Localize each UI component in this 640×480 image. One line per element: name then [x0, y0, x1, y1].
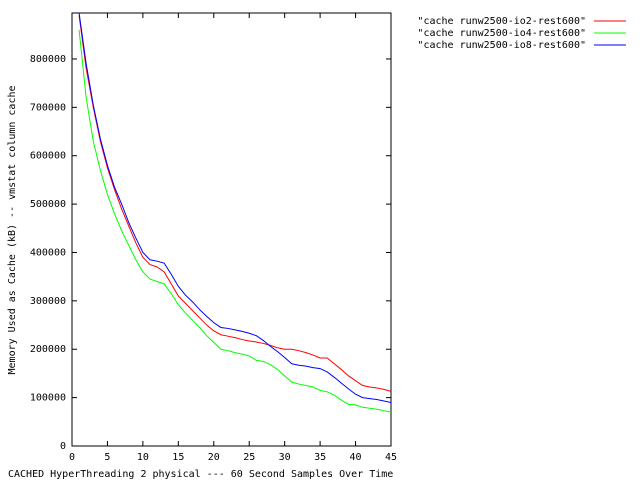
series-line: [78, 29, 392, 413]
x-tick-label: 35: [314, 452, 326, 463]
y-tick-label: 200000: [30, 344, 66, 355]
y-tick-label: 400000: [30, 247, 66, 258]
series-line: [78, 15, 392, 392]
x-tick-label: 25: [243, 452, 255, 463]
y-tick-label: 800000: [30, 54, 66, 65]
x-tick-label: 15: [172, 452, 184, 463]
y-axis-label: Memory Used as Cache (kB) -- vmstat colu…: [7, 86, 18, 375]
x-tick-label: 30: [279, 452, 291, 463]
plot-frame: [71, 12, 392, 447]
y-tick-label: 700000: [30, 102, 66, 113]
x-tick-label: 5: [104, 452, 110, 463]
legend-label: "cache runw2500-io2-rest600": [417, 16, 586, 27]
legend-label: "cache runw2500-io4-rest600": [417, 28, 586, 39]
x-tick-label: 40: [350, 452, 362, 463]
y-tick-label: 100000: [30, 393, 66, 404]
series-line: [78, 12, 392, 403]
x-axis-label: CACHED HyperThreading 2 physical --- 60 …: [8, 469, 393, 480]
y-tick-label: 500000: [30, 199, 66, 210]
y-tick-label: 0: [60, 441, 66, 452]
legend-label: "cache runw2500-io8-rest600": [417, 40, 586, 51]
y-tick-label: 600000: [30, 151, 66, 162]
y-tick-label: 300000: [30, 296, 66, 307]
x-tick-label: 0: [69, 452, 75, 463]
x-tick-label: 20: [208, 452, 220, 463]
x-tick-label: 45: [385, 452, 397, 463]
x-tick-label: 10: [137, 452, 149, 463]
